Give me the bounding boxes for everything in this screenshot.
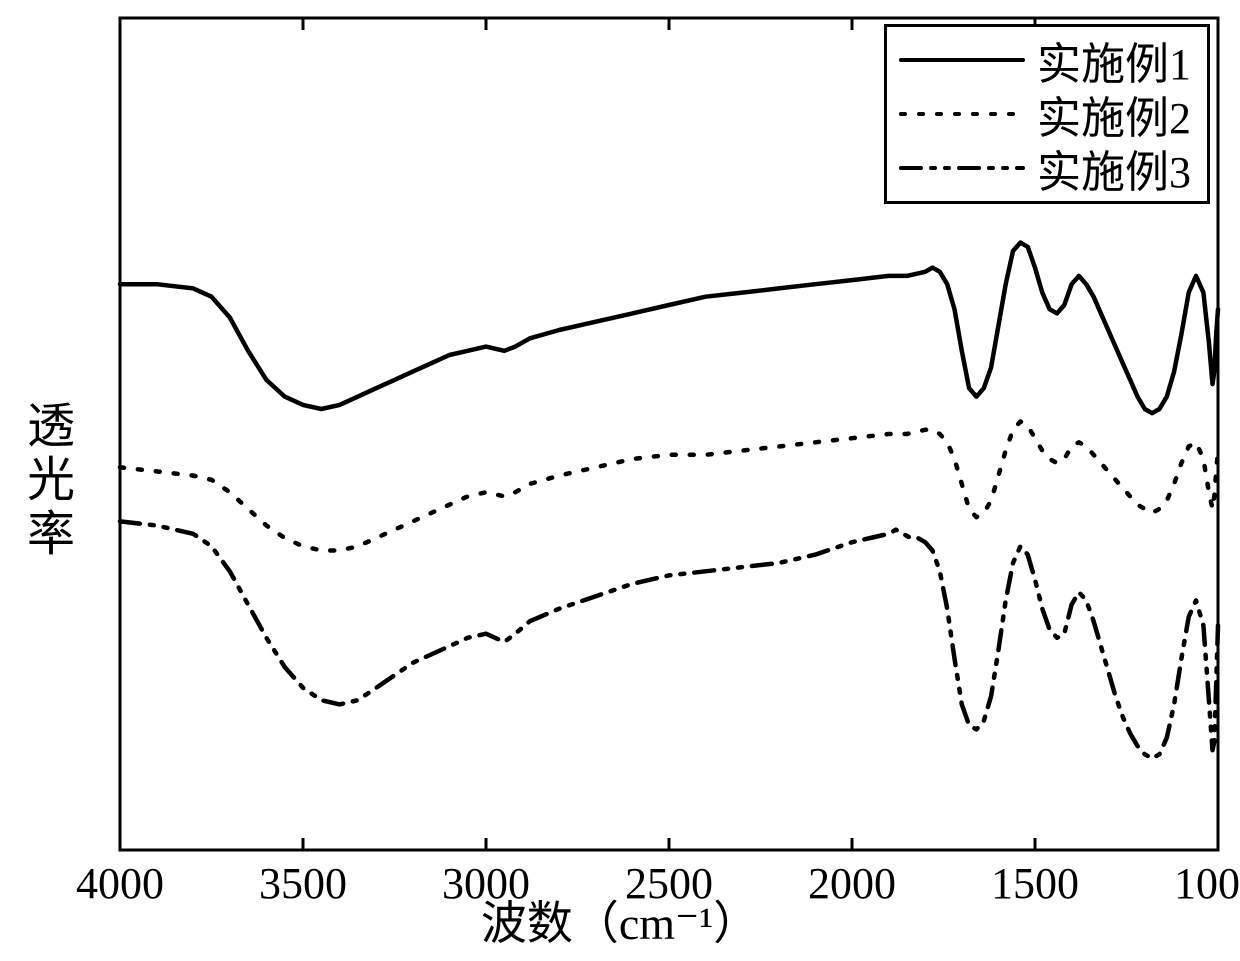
x-tick-label: 2500 [625,858,713,909]
legend-item: 实施例2 [897,87,1191,141]
y-axis-label: 透光率 [10,400,80,562]
x-tick-label: 2000 [808,858,896,909]
legend-label: 实施例3 [1037,136,1191,200]
x-tick-label: 3500 [259,858,347,909]
ir-spectrum-chart: 透光率 波数（cm⁻¹） 400035003000250020001500100… [0,0,1240,961]
x-tick-label: 4000 [76,858,164,909]
legend-box: 实施例1 实施例2 实施例3 [884,24,1210,204]
legend-item: 实施例3 [897,141,1191,195]
legend-swatch-solid [897,40,1027,80]
x-tick-label: 1500 [991,858,1079,909]
legend-swatch-dashdot [897,148,1027,188]
x-tick-label: 1000 [1174,858,1240,909]
legend-swatch-dotted [897,94,1027,134]
legend-item: 实施例1 [897,33,1191,87]
x-tick-label: 3000 [442,858,530,909]
